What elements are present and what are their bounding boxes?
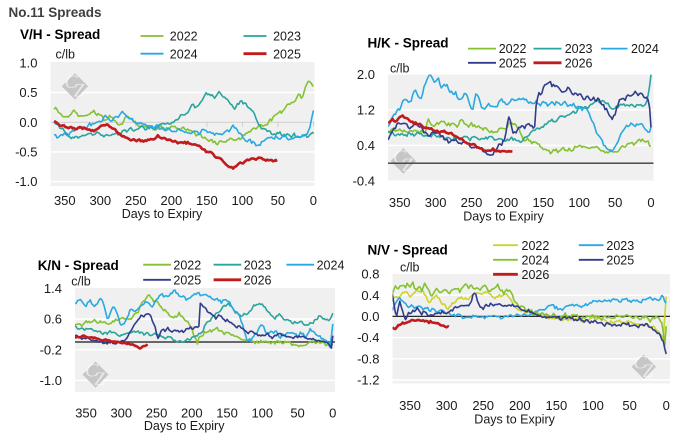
svg-text:Days to Expiry: Days to Expiry [474,413,555,427]
svg-text:No.11 Spreads: No.11 Spreads [9,5,102,20]
svg-text:250: 250 [472,398,494,413]
svg-text:300: 300 [89,193,111,208]
svg-text:Z: Z [94,369,105,390]
svg-text:-1.0: -1.0 [15,174,37,189]
svg-text:2026: 2026 [522,268,550,282]
svg-text:0.6: 0.6 [44,312,62,327]
svg-text:-1.0: -1.0 [40,373,62,388]
svg-text:-0.2: -0.2 [40,342,62,357]
svg-text:100: 100 [582,398,604,413]
svg-text:2022: 2022 [170,30,198,44]
svg-text:c/lb: c/lb [71,275,91,289]
svg-text:c/lb: c/lb [390,62,410,76]
svg-text:300: 300 [436,398,458,413]
svg-text:0.8: 0.8 [361,267,379,282]
svg-text:c/lb: c/lb [56,48,76,62]
svg-text:0.0: 0.0 [361,309,379,324]
svg-text:C: C [634,353,647,374]
svg-text:-0.8: -0.8 [357,351,379,366]
svg-text:150: 150 [196,193,218,208]
svg-text:350: 350 [399,398,421,413]
svg-text:50: 50 [608,195,622,210]
svg-text:2023: 2023 [244,258,272,272]
svg-text:C: C [65,72,78,93]
svg-text:350: 350 [54,193,76,208]
svg-text:150: 150 [532,195,554,210]
svg-text:V/H - Spread: V/H - Spread [20,27,100,42]
svg-text:250: 250 [461,195,483,210]
svg-text:2023: 2023 [565,42,593,56]
svg-text:0: 0 [329,406,336,421]
svg-text:-0.5: -0.5 [15,145,37,160]
svg-text:2022: 2022 [522,239,550,253]
svg-text:1.0: 1.0 [19,55,37,70]
svg-text:-0.4: -0.4 [353,174,375,189]
svg-text:2024: 2024 [631,42,659,56]
svg-text:1.2: 1.2 [357,103,375,118]
svg-text:150: 150 [546,398,568,413]
svg-text:K/N - Spread: K/N - Spread [38,258,119,273]
svg-text:-0.4: -0.4 [357,330,379,345]
svg-text:50: 50 [622,398,636,413]
svg-text:2024: 2024 [170,47,198,61]
svg-text:100: 100 [232,193,254,208]
svg-text:Days to Expiry: Days to Expiry [463,210,544,224]
svg-text:200: 200 [181,406,203,421]
svg-text:Z: Z [74,81,85,102]
svg-text:2024: 2024 [522,253,550,267]
svg-text:300: 300 [425,195,447,210]
svg-text:2022: 2022 [173,258,201,272]
svg-text:Z: Z [643,361,654,382]
svg-text:2023: 2023 [273,30,301,44]
svg-text:250: 250 [146,406,168,421]
svg-text:350: 350 [75,406,97,421]
svg-text:2022: 2022 [499,42,527,56]
svg-text:2026: 2026 [565,56,593,70]
svg-text:50: 50 [271,193,285,208]
svg-text:150: 150 [216,406,238,421]
svg-text:250: 250 [125,193,147,208]
svg-text:N/V - Spread: N/V - Spread [368,242,448,257]
svg-text:-1.2: -1.2 [357,373,379,388]
svg-text:200: 200 [160,193,182,208]
svg-text:50: 50 [290,406,304,421]
svg-text:Days to Expiry: Days to Expiry [122,207,203,221]
svg-text:0.5: 0.5 [19,85,37,100]
svg-text:100: 100 [568,195,590,210]
svg-text:100: 100 [251,406,273,421]
svg-text:Z: Z [402,155,413,176]
svg-text:2023: 2023 [606,239,634,253]
svg-text:H/K - Spread: H/K - Spread [368,35,449,50]
svg-text:2025: 2025 [173,273,201,287]
svg-text:0.4: 0.4 [357,138,375,153]
svg-text:0: 0 [647,195,654,210]
svg-text:0.4: 0.4 [361,288,379,303]
svg-text:c/lb: c/lb [400,261,420,275]
svg-text:1.4: 1.4 [44,281,62,296]
svg-text:350: 350 [389,195,411,210]
svg-text:2024: 2024 [317,258,345,272]
svg-text:200: 200 [509,398,531,413]
svg-text:2025: 2025 [606,253,634,267]
svg-text:300: 300 [110,406,132,421]
svg-text:2025: 2025 [499,56,527,70]
svg-text:2.0: 2.0 [357,67,375,82]
svg-text:C: C [85,360,98,381]
svg-text:0: 0 [663,398,670,413]
svg-text:0.0: 0.0 [19,115,37,130]
svg-text:2026: 2026 [244,273,272,287]
svg-text:2025: 2025 [273,47,301,61]
svg-text:Days to Expiry: Days to Expiry [144,419,225,433]
svg-text:0: 0 [310,193,317,208]
svg-text:200: 200 [497,195,519,210]
